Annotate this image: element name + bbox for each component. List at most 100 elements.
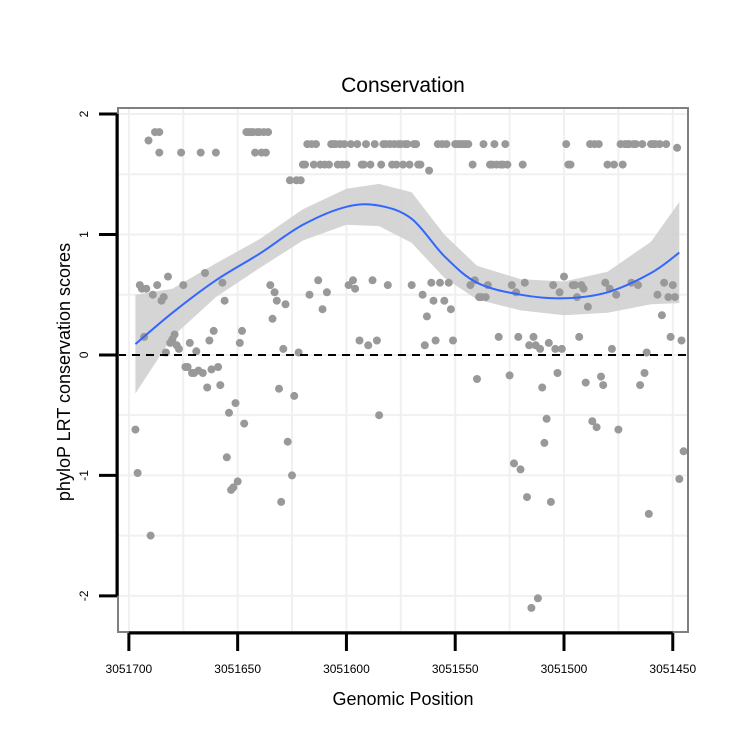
data-point — [481, 293, 490, 302]
data-point — [603, 160, 612, 169]
data-point — [216, 381, 225, 390]
y-tick-label: -2 — [77, 590, 91, 601]
data-point — [340, 140, 349, 149]
data-point — [551, 344, 560, 353]
data-point — [220, 296, 229, 305]
data-point — [412, 140, 421, 149]
data-point — [133, 469, 142, 477]
data-point — [507, 281, 516, 290]
data-point — [473, 375, 481, 383]
data-point — [251, 148, 260, 157]
data-point — [664, 293, 673, 302]
confidence-band — [135, 183, 680, 394]
data-point — [296, 176, 305, 185]
data-point — [362, 140, 370, 149]
data-point — [575, 332, 584, 341]
data-point — [446, 305, 455, 314]
data-point — [636, 381, 645, 390]
data-point — [557, 344, 566, 353]
x-axis-label: Genomic Position — [332, 689, 473, 709]
data-point — [214, 363, 223, 371]
data-point — [679, 447, 688, 456]
data-point — [207, 365, 216, 374]
data-point — [479, 140, 488, 149]
data-point — [159, 293, 168, 302]
y-tick-label: 1 — [77, 231, 91, 238]
data-point — [494, 332, 503, 341]
data-point — [312, 140, 320, 149]
data-point — [538, 383, 547, 392]
data-point — [407, 281, 416, 290]
data-point — [225, 408, 233, 417]
data-point — [290, 391, 299, 400]
data-point — [372, 336, 381, 345]
data-point — [444, 278, 453, 287]
data-point — [540, 438, 549, 447]
data-point — [610, 160, 618, 169]
data-point — [429, 296, 438, 305]
data-point — [201, 269, 209, 277]
data-point — [179, 281, 188, 290]
data-point — [218, 278, 227, 287]
data-point — [675, 475, 684, 483]
data-point — [673, 143, 682, 152]
data-point — [436, 278, 444, 287]
data-point — [192, 347, 201, 356]
data-point — [366, 160, 375, 169]
x-tick-label: 3051650 — [214, 662, 261, 676]
data-point — [131, 425, 140, 434]
data-point — [555, 288, 564, 297]
y-axis-label: phyloP LRT conservation scores — [54, 243, 74, 501]
data-point — [222, 453, 231, 462]
data-point — [670, 293, 679, 302]
data-point — [566, 160, 575, 169]
data-point — [612, 290, 621, 299]
data-point — [607, 344, 616, 353]
data-point — [468, 160, 477, 169]
data-point — [588, 417, 597, 426]
data-point — [279, 344, 288, 353]
data-point — [288, 471, 296, 480]
data-point — [644, 509, 653, 518]
data-point — [634, 281, 642, 290]
data-point — [272, 296, 281, 305]
data-point — [233, 477, 242, 486]
data-point — [142, 284, 151, 293]
data-point — [342, 160, 351, 169]
data-point — [560, 272, 568, 281]
data-point — [383, 281, 392, 290]
data-point — [529, 332, 538, 341]
data-point — [516, 465, 525, 474]
data-point — [514, 332, 523, 341]
x-tick-label: 3051550 — [432, 662, 479, 676]
data-point — [581, 378, 590, 387]
x-tick-label: 3051600 — [323, 662, 370, 676]
data-point — [618, 160, 627, 169]
data-point — [268, 314, 277, 323]
data-point — [544, 338, 553, 347]
data-point — [183, 363, 192, 371]
data-point — [583, 302, 592, 311]
data-point — [542, 414, 551, 423]
x-tick-label: 3051500 — [541, 662, 588, 676]
data-point — [677, 336, 686, 345]
data-point — [155, 128, 164, 137]
data-point — [518, 160, 527, 169]
data-point — [553, 369, 562, 377]
data-point — [666, 332, 675, 341]
data-point — [174, 344, 183, 353]
data-point — [525, 341, 534, 350]
data-point — [523, 493, 531, 502]
data-point — [209, 326, 218, 335]
data-point — [198, 369, 207, 377]
y-tick-label: 2 — [77, 110, 91, 117]
data-point — [235, 338, 244, 347]
data-point — [594, 140, 603, 149]
data-point — [359, 160, 368, 169]
data-point — [231, 399, 240, 408]
data-point — [399, 160, 407, 169]
data-point — [368, 276, 377, 285]
data-point — [662, 140, 671, 149]
data-point — [375, 411, 384, 420]
